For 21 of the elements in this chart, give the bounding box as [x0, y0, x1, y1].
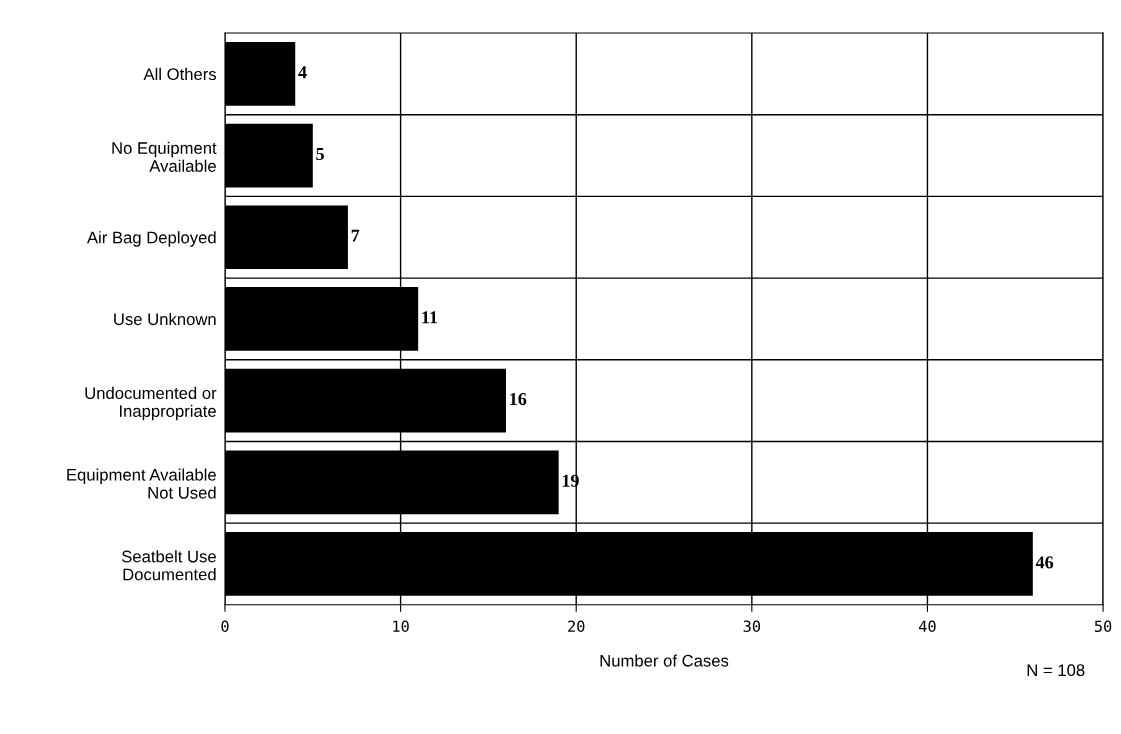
y-tick-label: Equipment Available Not Used	[67, 468, 216, 499]
data-label: 16	[510, 392, 527, 406]
y-tick-label: Seatbelt Use Documented	[121, 550, 216, 581]
data-label: 7	[351, 229, 360, 242]
y-tick-label: Air Bag Deployed	[86, 231, 216, 247]
x-axis-title: Number of Cases	[600, 654, 729, 667]
x-tick-label: 20	[568, 620, 585, 632]
data-label: 5	[316, 148, 324, 161]
data-label: 46	[1035, 556, 1054, 569]
y-tick-label: Undocumented or Inappropriate	[85, 386, 217, 421]
x-tick-label: 40	[919, 620, 936, 632]
data-label: 11	[422, 311, 438, 324]
y-tick-label: Use Unknown	[114, 312, 216, 326]
x-tick-label: 50	[1094, 620, 1112, 632]
x-tick-label: 0	[221, 620, 229, 632]
data-label: 4	[298, 66, 307, 79]
text: N = 108	[1027, 664, 1085, 677]
y-tick-label: No Equipment Available	[112, 141, 217, 172]
x-tick-label: 30	[743, 620, 761, 632]
y-tick-label: All Others	[143, 67, 217, 81]
x-tick-label: 10	[393, 620, 409, 632]
